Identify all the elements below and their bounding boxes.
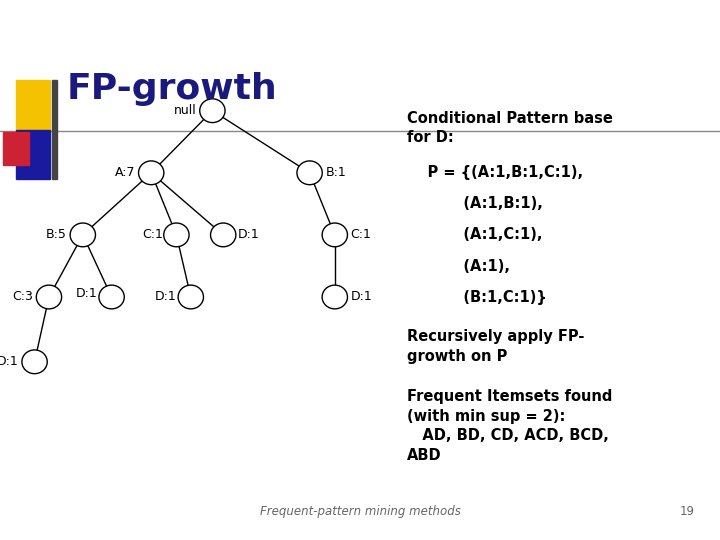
Ellipse shape: [163, 223, 189, 247]
Text: 19: 19: [680, 505, 695, 518]
Bar: [16, 80, 50, 130]
Ellipse shape: [138, 161, 164, 185]
Text: Recursively apply FP-
growth on P: Recursively apply FP- growth on P: [407, 329, 584, 364]
Ellipse shape: [322, 223, 348, 247]
Text: (B:1,C:1)}: (B:1,C:1)}: [407, 290, 546, 305]
Text: FP-growth: FP-growth: [66, 72, 277, 105]
Ellipse shape: [99, 285, 125, 309]
Text: (A:1),: (A:1),: [407, 259, 510, 274]
Ellipse shape: [178, 285, 204, 309]
Ellipse shape: [322, 285, 348, 309]
Text: C:1: C:1: [143, 228, 163, 241]
Ellipse shape: [36, 285, 62, 309]
Text: (A:1,B:1),: (A:1,B:1),: [407, 196, 543, 211]
Text: B:5: B:5: [46, 228, 67, 241]
Ellipse shape: [22, 350, 48, 374]
Text: Conditional Pattern base
for D:: Conditional Pattern base for D:: [407, 111, 613, 145]
Text: A:7: A:7: [115, 166, 135, 179]
Bar: [52, 80, 57, 179]
Text: Frequent Itemsets found
(with min sup = 2):
   AD, BD, CD, ACD, BCD,
ABD: Frequent Itemsets found (with min sup = …: [407, 389, 612, 463]
Text: D:1: D:1: [155, 291, 176, 303]
Bar: [3, 132, 29, 165]
Text: D:1: D:1: [351, 291, 372, 303]
Text: C:3: C:3: [12, 291, 33, 303]
Text: P = {(A:1,B:1,C:1),: P = {(A:1,B:1,C:1),: [407, 165, 583, 180]
Text: Frequent-pattern mining methods: Frequent-pattern mining methods: [260, 505, 460, 518]
Bar: [16, 130, 50, 179]
Ellipse shape: [70, 223, 96, 247]
Text: null: null: [174, 104, 197, 117]
Text: D:1: D:1: [0, 355, 19, 368]
Ellipse shape: [210, 223, 236, 247]
Ellipse shape: [199, 99, 225, 123]
Text: (A:1,C:1),: (A:1,C:1),: [407, 227, 542, 242]
Text: C:1: C:1: [351, 228, 372, 241]
Text: B:1: B:1: [325, 166, 346, 179]
Ellipse shape: [297, 161, 323, 185]
Text: D:1: D:1: [238, 228, 259, 241]
Text: D:1: D:1: [76, 287, 97, 300]
